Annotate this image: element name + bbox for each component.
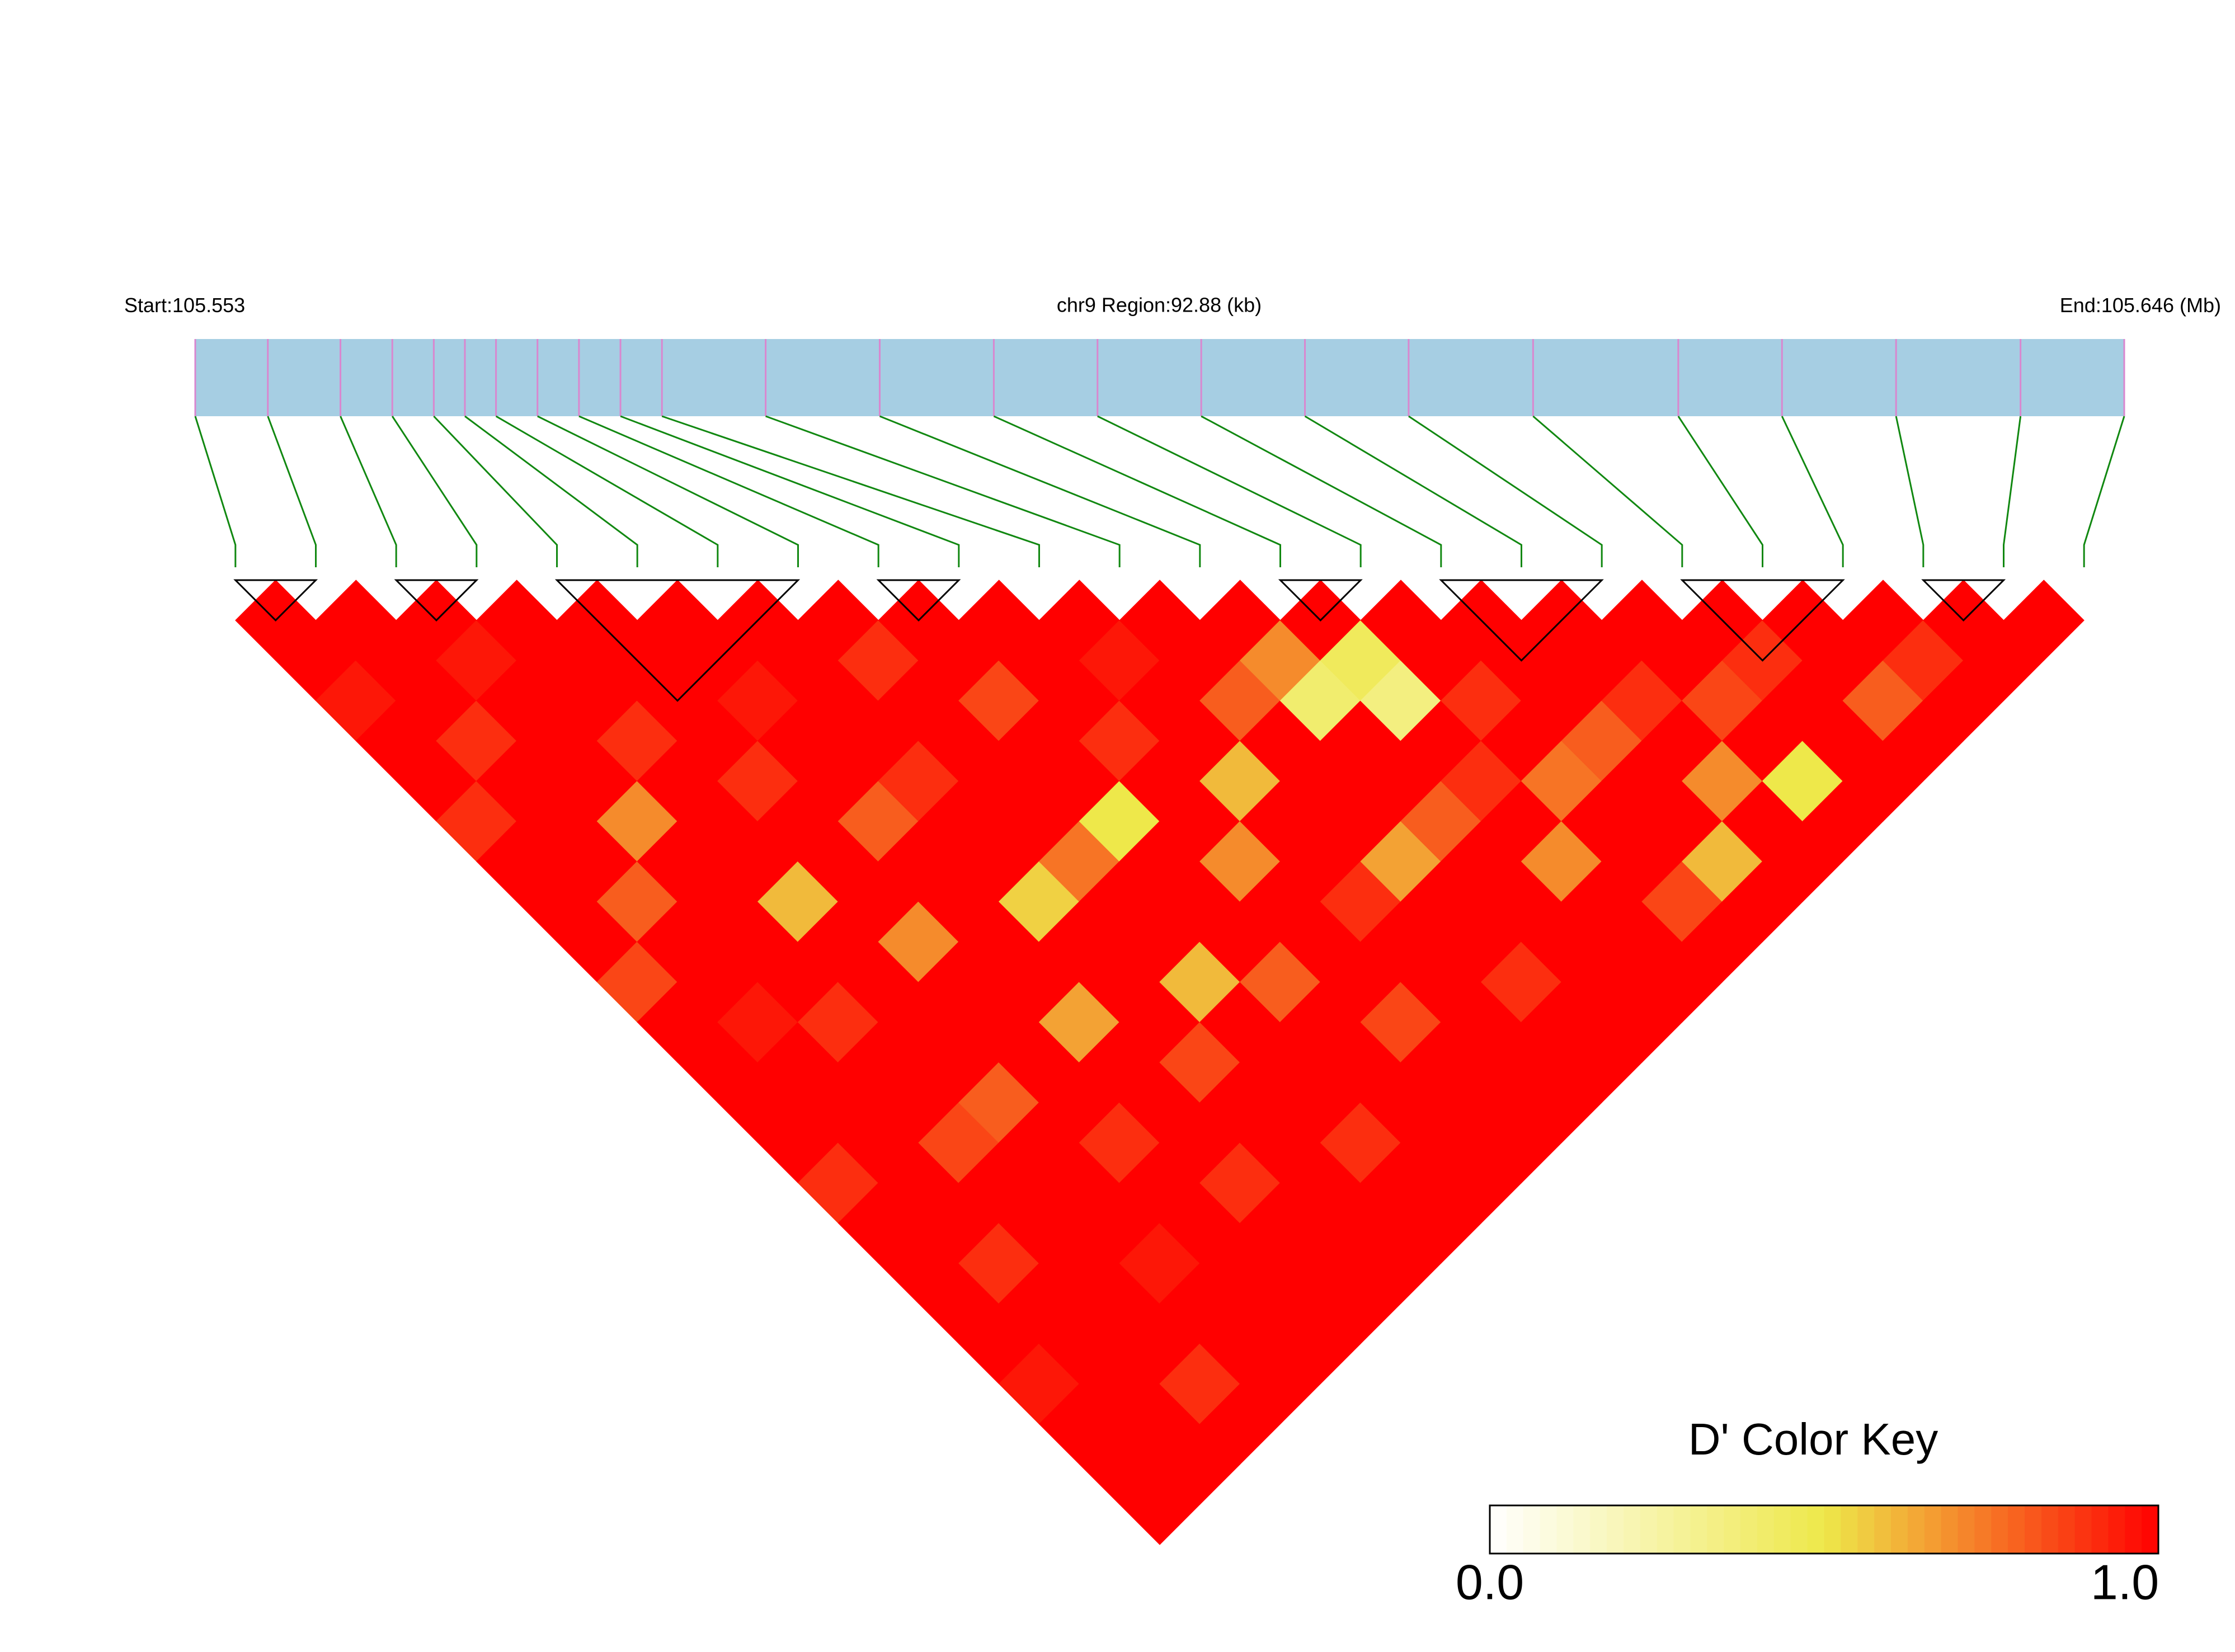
snp-connector [267, 416, 317, 567]
snp-connector [1408, 415, 1603, 567]
legend-swatch [2108, 1505, 2125, 1554]
chart-title: chr9 Region:92.88 (kb) [1057, 294, 1262, 317]
legend-swatch [1707, 1505, 1724, 1554]
legend-swatch [1824, 1505, 1841, 1554]
ld-block [1278, 579, 1363, 622]
snp-connector [1097, 415, 1362, 567]
snp-connector [495, 415, 719, 567]
legend-swatch [2058, 1505, 2076, 1554]
legend-swatch [1640, 1505, 1658, 1554]
start-label: Start:105.553 [124, 294, 245, 317]
legend-swatch [1690, 1505, 1707, 1554]
snp-connector [1677, 416, 1763, 567]
snp-connector [2003, 416, 2022, 567]
legend-swatch [1941, 1505, 1958, 1554]
snp-connector [578, 415, 879, 567]
snp-connector [391, 416, 478, 567]
position-track [195, 339, 2124, 416]
legend-swatch [1506, 1505, 1524, 1554]
legend-swatch [1490, 1505, 1507, 1554]
legend-swatch [1757, 1505, 1775, 1554]
legend-swatch [1523, 1505, 1541, 1554]
legend-swatch [1924, 1505, 1942, 1554]
legend-tick-label: 1.0 [2091, 1554, 2159, 1609]
legend-swatch [1857, 1505, 1875, 1554]
end-value: 105.646 [2101, 294, 2174, 317]
snp-connector [340, 416, 397, 567]
legend-swatch [1540, 1505, 1557, 1554]
legend-swatch [1607, 1505, 1624, 1554]
snp-connector [464, 415, 638, 567]
ld-block [1680, 579, 1845, 662]
legend-swatch [1907, 1505, 1925, 1554]
legend-swatch [1590, 1505, 1607, 1554]
legend-swatch [1790, 1505, 1808, 1554]
legend-swatch [1841, 1505, 1858, 1554]
legend-swatch [1991, 1505, 2008, 1554]
snp-connector [1304, 415, 1522, 567]
legend-swatch [1624, 1505, 1641, 1554]
legend-swatch [1740, 1505, 1758, 1554]
legend-tick-label: 0.0 [1456, 1554, 1524, 1609]
snp-connector [1201, 415, 1442, 567]
legend-swatch [1773, 1505, 1791, 1554]
ld-block [394, 579, 479, 622]
ld-block [233, 579, 318, 622]
snp-connector [765, 415, 1121, 567]
ld-cell [2003, 580, 2085, 661]
legend-frame [1489, 1504, 2159, 1555]
legend-swatch [1657, 1505, 1674, 1554]
snp-connector [1781, 416, 1844, 567]
start-value: 105.553 [172, 294, 245, 317]
ld-block [1439, 579, 1604, 662]
snp-connector [620, 415, 960, 567]
legend-swatch [1724, 1505, 1741, 1554]
end-label: End:105.646 (Mb) [2060, 294, 2221, 317]
legend-swatch [2041, 1505, 2059, 1554]
snp-connector [661, 415, 1040, 567]
legend-swatch [1673, 1505, 1691, 1554]
snp-connector [2083, 416, 2125, 567]
ld-block [554, 579, 801, 702]
legend-swatch [1974, 1505, 1992, 1554]
snp-connector [537, 415, 799, 567]
legend-swatch [1556, 1505, 1574, 1554]
legend-swatch [2125, 1505, 2142, 1554]
snp-connector [879, 415, 1201, 567]
snp-connector [1895, 416, 1925, 567]
legend-swatch [1573, 1505, 1591, 1554]
legend-swatch [1807, 1505, 1824, 1554]
legend-swatch [2025, 1505, 2042, 1554]
legend-swatch [1958, 1505, 1975, 1554]
legend-swatch [2091, 1505, 2109, 1554]
snp-connector [433, 415, 558, 567]
start-prefix: Start: [124, 294, 172, 317]
legend-swatch [2008, 1505, 2025, 1554]
snp-connector [194, 416, 237, 567]
snp-connector [1532, 415, 1683, 567]
legend-swatch [1874, 1505, 1891, 1554]
end-prefix: End: [2060, 294, 2101, 317]
legend-swatch [2074, 1505, 2092, 1554]
snp-connector [993, 415, 1281, 567]
legend-title: D' Color Key [1688, 1414, 1938, 1464]
ld-block [1921, 579, 2006, 622]
unit: (Mb) [2180, 294, 2221, 317]
legend-swatch [2142, 1505, 2159, 1554]
ld-block [876, 579, 961, 622]
legend-swatch [1891, 1505, 1908, 1554]
